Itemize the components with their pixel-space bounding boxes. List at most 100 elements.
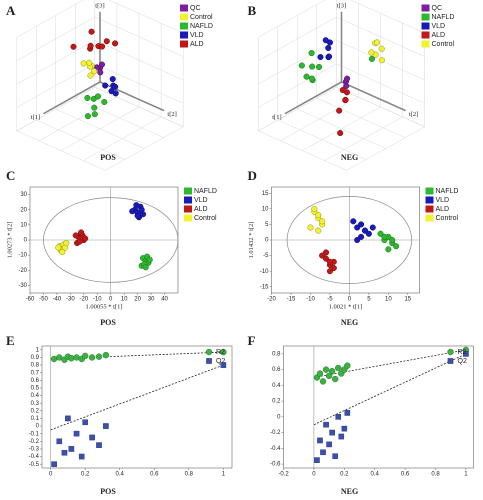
legend-label: VLD [194,197,208,204]
point [102,82,109,89]
x-tick-label: 0.6 [401,472,410,478]
panel-label: E [6,333,15,348]
point [373,39,381,46]
point [134,212,141,219]
x-axis-title: 1.0021 * t[1] [329,303,363,310]
plane-grid-line [258,0,326,38]
legend-swatch [180,13,188,21]
y-tick-label: 5 [265,222,269,228]
x-tick-label: 0 [49,472,53,478]
plane-grid-line [336,16,425,57]
point [81,352,89,360]
point [325,372,333,380]
x-tick-label: -10 [306,297,315,303]
hotelling-ellipse [43,197,179,283]
plane-grid-line [258,130,347,171]
point [129,208,136,215]
x-tick-label: -5 [327,297,333,303]
x-tick-label: 0.2 [340,472,349,478]
axis-title: t[1] [31,114,40,121]
point [381,233,388,240]
point [84,113,91,120]
plane-grid-line [16,40,95,85]
point [338,433,345,440]
legend-label: VLD [436,197,450,204]
y-tick-label: -0.1 [29,431,40,437]
point [315,227,322,234]
y-tick-label: -5 [263,253,269,259]
y-tick-label: -10 [260,269,269,275]
legend-swatch [421,40,430,48]
panel-label: F [248,333,256,348]
y-axis-title: 1.00273 * t[2] [6,221,13,258]
point [311,205,318,212]
y-tick-label: 0.4 [31,393,40,399]
panel-label: C [6,168,15,183]
y-tick-label: 0.2 [31,408,40,414]
y-tick-label: 0.8 [272,351,281,357]
point [84,94,91,102]
point [87,42,94,49]
y-tick-label: -0.6 [270,462,281,468]
point [88,354,96,361]
point [319,218,326,225]
point [322,37,329,44]
legend-label: NAFLD [432,14,455,21]
point [342,96,349,103]
y-tick-label: 10 [20,222,27,228]
point [319,378,327,385]
point [96,442,102,448]
point [339,87,346,94]
x-tick-label: 10 [121,297,128,303]
legend-swatch [425,205,434,213]
legend-label: Control [432,41,455,48]
x-tick-label: 0 [312,472,316,478]
legend-label: Q2 [458,358,467,365]
x-tick-label: 30 [148,297,155,303]
x-tick-label: 0.4 [116,472,125,478]
legend-swatch [421,13,430,21]
point [91,104,98,111]
point [369,224,376,231]
point [89,434,95,441]
point [331,375,339,383]
point [336,107,343,114]
point [328,367,336,375]
panel-label: A [6,3,16,18]
point [88,28,95,35]
x-tick-label: 15 [404,297,411,303]
legend-swatch [180,4,188,12]
point [138,206,145,213]
y-tick-label: 0.8 [31,363,40,369]
plane-grid-line [277,119,367,160]
legend-label: QC [190,5,201,12]
point [82,235,89,242]
point [326,258,333,265]
legend-label: Control [194,215,217,222]
point [314,457,320,463]
legend-swatch [425,187,434,195]
point [307,224,314,231]
legend-swatch [425,214,434,222]
caption: NEG [341,153,358,162]
trend-line [50,364,224,431]
point [142,264,149,271]
point [344,410,351,416]
caption: POS [100,487,116,496]
point [303,73,310,80]
plane-grid-line [94,16,184,57]
legend-swatch [180,22,188,30]
plane-grid-line [94,40,184,81]
legend-label: ALD [436,206,450,213]
point [378,45,385,52]
point [146,256,153,263]
y-tick-label: 0 [277,414,281,420]
point [78,453,85,460]
y-tick-label: 0 [24,238,28,244]
legend-label: Q2 [216,358,225,365]
point [330,265,337,272]
x-tick-label: 40 [161,297,168,303]
x-tick-label: -30 [66,297,75,303]
point [112,40,119,47]
point [325,44,332,52]
